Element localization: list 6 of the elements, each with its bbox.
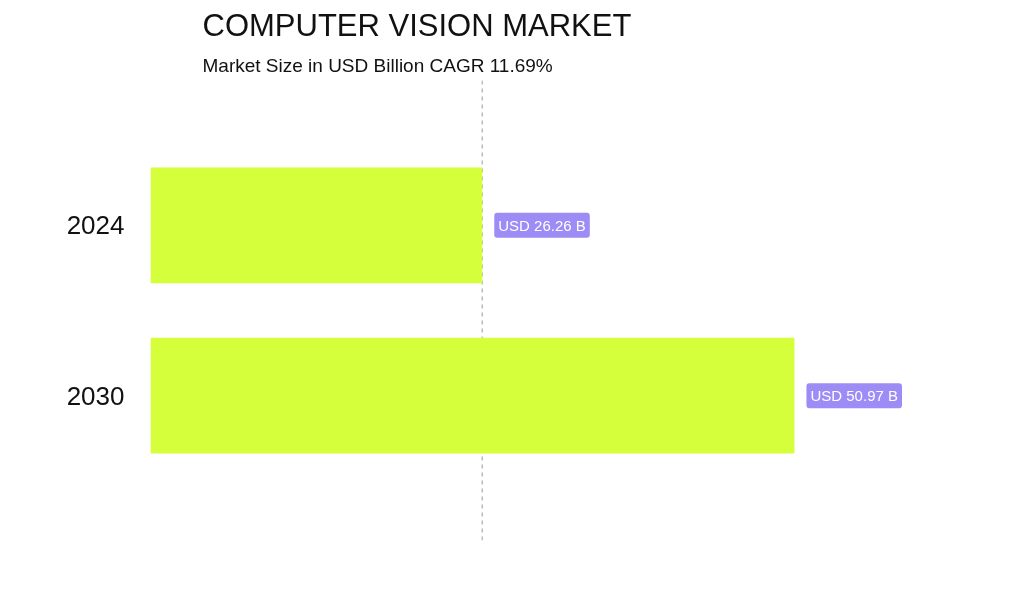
y-tick-label: 2030 [66, 380, 125, 411]
data-label: USD 26.26 B [498, 216, 586, 234]
chart-title: COMPUTER VISION MARKET [202, 7, 632, 43]
chart-subtitle: Market Size in USD Billion CAGR 11.69% [202, 54, 553, 76]
y-tick-label: 2024 [66, 210, 125, 241]
data-label: USD 50.97 B [810, 387, 898, 405]
